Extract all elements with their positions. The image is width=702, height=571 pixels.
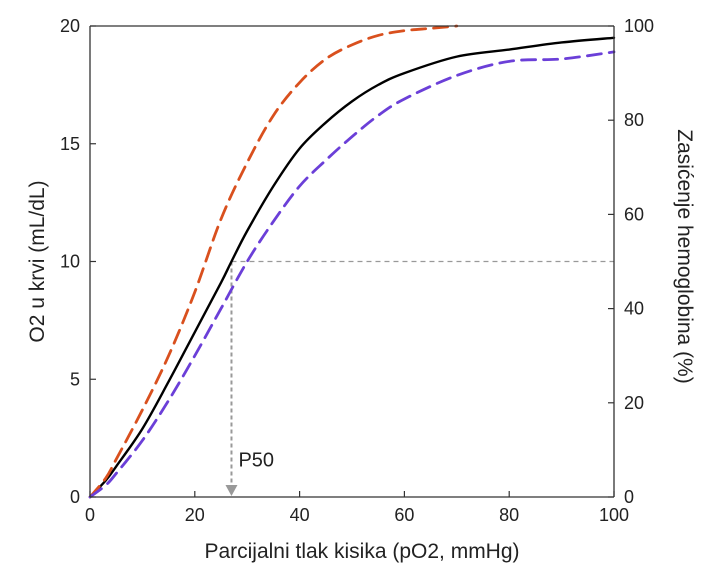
y-axis-title: O2 u krvi (mL/dL) <box>26 180 49 342</box>
y2-tick-label: 100 <box>624 16 654 36</box>
x-tick-label: 20 <box>185 505 205 525</box>
x-tick-label: 0 <box>85 505 95 525</box>
y2-tick-label: 40 <box>624 299 644 319</box>
series-line-2 <box>88 50 616 499</box>
x-tick-label: 40 <box>290 505 310 525</box>
y-tick-label: 20 <box>60 16 80 36</box>
series-line-1 <box>88 24 459 499</box>
x-tick-label: 60 <box>394 505 414 525</box>
y2-tick-label: 0 <box>624 487 634 507</box>
y-tick-label: 0 <box>70 487 80 507</box>
series-layer <box>88 24 616 499</box>
y-tick-label: 15 <box>60 134 80 154</box>
y2-axis-title: Zasićenje hemoglobina (%) <box>673 129 696 383</box>
series-line-0 <box>88 36 616 499</box>
p50-arrow-head <box>225 485 238 496</box>
y-tick-label: 5 <box>70 369 80 389</box>
y2-tick-label: 80 <box>624 110 644 130</box>
y-tick-label: 10 <box>60 252 80 272</box>
p50-annotation: P50 <box>238 449 274 471</box>
reference-lines <box>225 260 614 496</box>
x-tick-label: 80 <box>499 505 519 525</box>
y2-tick-label: 60 <box>624 204 644 224</box>
x-axis-title: Parcijalni tlak kisika (pO2, mmHg) <box>204 540 519 563</box>
y2-tick-label: 20 <box>624 393 644 413</box>
x-tick-label: 100 <box>599 505 629 525</box>
